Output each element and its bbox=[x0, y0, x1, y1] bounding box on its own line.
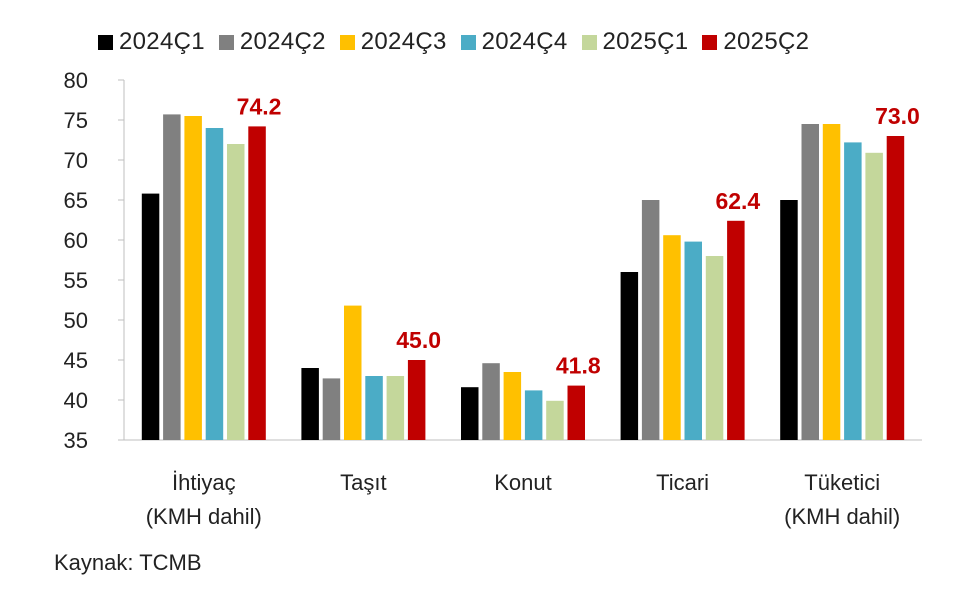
x-category-label: Ticari bbox=[656, 470, 709, 495]
legend-label: 2024Ç4 bbox=[481, 28, 568, 55]
legend-swatch bbox=[339, 34, 355, 50]
legend-swatch bbox=[218, 34, 234, 50]
y-tick-label: 60 bbox=[64, 228, 88, 253]
bar bbox=[503, 372, 522, 440]
x-category-label: Taşıt bbox=[340, 470, 386, 495]
y-tick-label: 65 bbox=[64, 188, 88, 213]
data-label: 62.4 bbox=[715, 188, 760, 214]
bar bbox=[301, 368, 319, 440]
bar bbox=[620, 272, 639, 440]
bar bbox=[163, 114, 181, 441]
legend-label: 2024Ç3 bbox=[360, 28, 447, 55]
data-label: 41.8 bbox=[556, 353, 601, 379]
y-tick-label: 35 bbox=[64, 428, 88, 453]
bar bbox=[705, 256, 724, 440]
bar bbox=[780, 200, 798, 440]
bar bbox=[322, 378, 341, 440]
x-category-label: (KMH dahil) bbox=[146, 504, 262, 529]
legend-item: 2025Ç2 bbox=[702, 28, 809, 56]
y-tick-label: 45 bbox=[64, 348, 88, 373]
legend-label: 2025Ç1 bbox=[602, 28, 689, 55]
bar bbox=[663, 235, 681, 440]
x-category-label: (KMH dahil) bbox=[784, 504, 900, 529]
bar bbox=[248, 126, 266, 441]
x-category-label: Konut bbox=[494, 470, 552, 495]
bar bbox=[641, 200, 660, 440]
bar bbox=[407, 360, 426, 440]
data-label: 45.0 bbox=[396, 327, 441, 353]
y-tick-label: 55 bbox=[64, 268, 88, 293]
bar bbox=[184, 116, 202, 440]
legend-swatch bbox=[581, 34, 597, 50]
legend-item: 2024Ç3 bbox=[339, 28, 447, 56]
bar bbox=[684, 241, 702, 440]
bar bbox=[546, 400, 564, 440]
bar bbox=[844, 142, 862, 440]
legend-swatch bbox=[98, 34, 113, 50]
bar bbox=[801, 124, 819, 440]
legend-item: 2024Ç4 bbox=[460, 28, 568, 56]
data-label: 73.0 bbox=[875, 103, 920, 129]
legend-swatch bbox=[460, 34, 476, 50]
y-tick-label: 80 bbox=[64, 68, 88, 93]
y-tick-label: 75 bbox=[64, 108, 88, 133]
bar bbox=[365, 376, 383, 440]
legend-label: 2024Ç2 bbox=[239, 28, 326, 55]
bar bbox=[461, 387, 479, 440]
legend-item: 2025Ç1 bbox=[581, 28, 689, 56]
legend-item: 2024Ç2 bbox=[218, 28, 326, 56]
source-note: Kaynak: TCMB bbox=[54, 550, 202, 575]
legend-swatch bbox=[702, 34, 718, 50]
bar bbox=[205, 128, 224, 440]
bar bbox=[865, 152, 883, 441]
bar bbox=[482, 363, 500, 440]
bar bbox=[386, 376, 405, 440]
legend-label: 2024Ç1 bbox=[119, 28, 205, 55]
bar bbox=[822, 124, 841, 440]
legend-item: 2024Ç1 bbox=[98, 28, 205, 56]
x-category-label: Tüketici bbox=[804, 470, 880, 495]
x-category-label: İhtiyaç bbox=[172, 470, 236, 495]
bar bbox=[524, 390, 543, 440]
bar bbox=[727, 220, 745, 440]
data-label: 74.2 bbox=[237, 93, 282, 119]
y-tick-label: 50 bbox=[64, 308, 88, 333]
y-tick-label: 40 bbox=[64, 388, 88, 413]
y-tick-label: 70 bbox=[64, 148, 88, 173]
chart-legend: 2024Ç1 2024Ç2 2024Ç3 2024Ç4 2025Ç1 2025Ç2 bbox=[98, 28, 823, 56]
bar bbox=[227, 144, 245, 440]
bar bbox=[567, 385, 585, 440]
bar bbox=[886, 136, 905, 440]
bar bbox=[344, 305, 362, 440]
bar bbox=[141, 193, 160, 440]
legend-label: 2025Ç2 bbox=[723, 28, 810, 55]
